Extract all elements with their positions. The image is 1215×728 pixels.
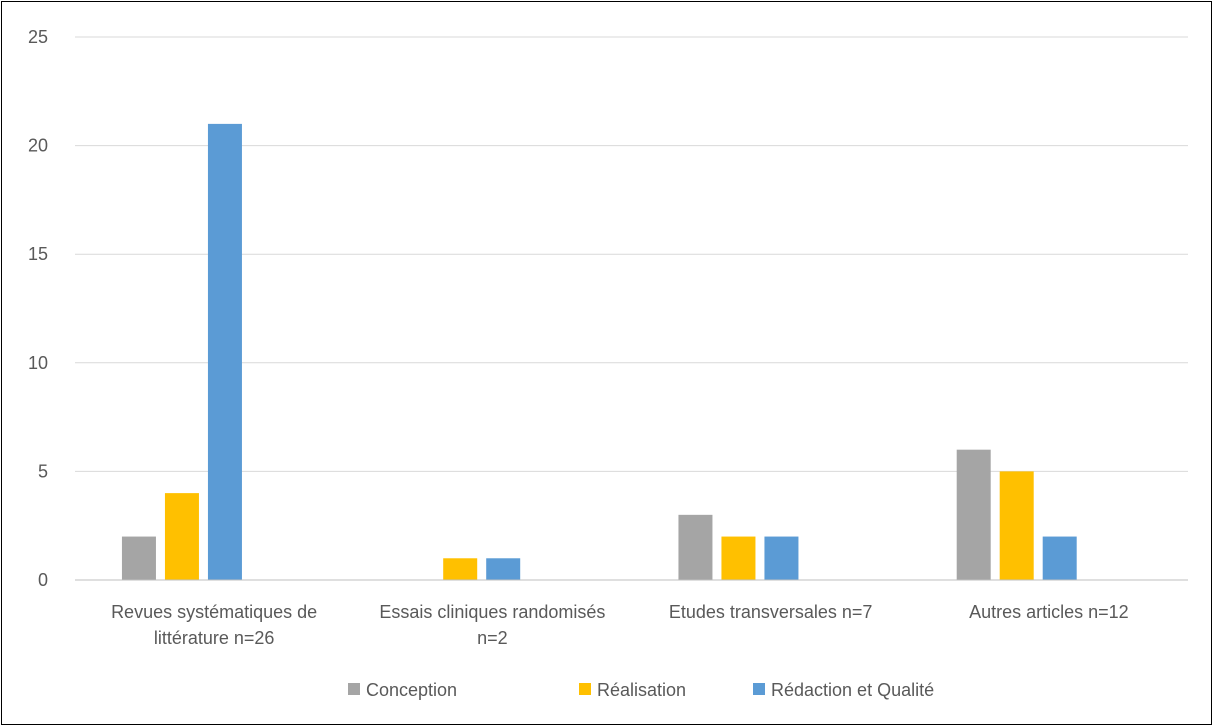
x-category-label-line: Revues systématiques de xyxy=(111,602,317,622)
bar-conception xyxy=(121,536,156,580)
legend-label: Réalisation xyxy=(597,680,686,700)
y-tick-label: 15 xyxy=(28,244,48,264)
x-category-label-line: littérature n=26 xyxy=(154,628,275,648)
y-tick-label: 0 xyxy=(38,570,48,590)
legend-swatch xyxy=(753,683,765,695)
legend-swatch xyxy=(579,683,591,695)
x-category-label-line: Essais cliniques randomisés xyxy=(379,602,605,622)
bar-r-alisation xyxy=(164,493,199,580)
bar-conception xyxy=(956,449,991,580)
legend-label: Rédaction et Qualité xyxy=(771,680,934,700)
y-tick-label: 20 xyxy=(28,136,48,156)
x-category-label: Revues systématiques de littérature n=26 xyxy=(111,602,317,648)
bar-r-alisation xyxy=(999,471,1034,580)
x-category-label: Etudes transversales n=7 xyxy=(669,602,873,622)
x-category-label: Essais cliniques randomisés n=2 xyxy=(379,602,605,648)
bar-r-daction-et-qualit- xyxy=(207,123,242,580)
y-tick-label: 25 xyxy=(28,27,48,47)
legend-swatch xyxy=(348,683,360,695)
bar-r-daction-et-qualit- xyxy=(764,536,799,580)
x-category-label: Autres articles n=12 xyxy=(969,602,1129,622)
x-axis-category-labels: Revues systématiques de littérature n=26 E… xyxy=(111,602,1129,648)
x-category-label-line: Autres articles n=12 xyxy=(969,602,1129,622)
x-category-label-line: n=2 xyxy=(477,628,508,648)
x-category-label-line: Etudes transversales n=7 xyxy=(669,602,873,622)
legend-label: Conception xyxy=(366,680,457,700)
y-axis-ticks: 0 5 10 15 20 25 xyxy=(28,27,48,590)
y-tick-label: 5 xyxy=(38,461,48,481)
y-tick-label: 10 xyxy=(28,353,48,373)
bar-r-daction-et-qualit- xyxy=(1042,536,1077,580)
legend: Conception Réalisation Rédaction et Qualit… xyxy=(348,680,934,700)
bars xyxy=(121,123,1077,580)
bar-r-alisation xyxy=(721,536,756,580)
bar-conception xyxy=(678,514,713,580)
bar-r-daction-et-qualit- xyxy=(486,558,521,580)
bar-r-alisation xyxy=(443,558,478,580)
